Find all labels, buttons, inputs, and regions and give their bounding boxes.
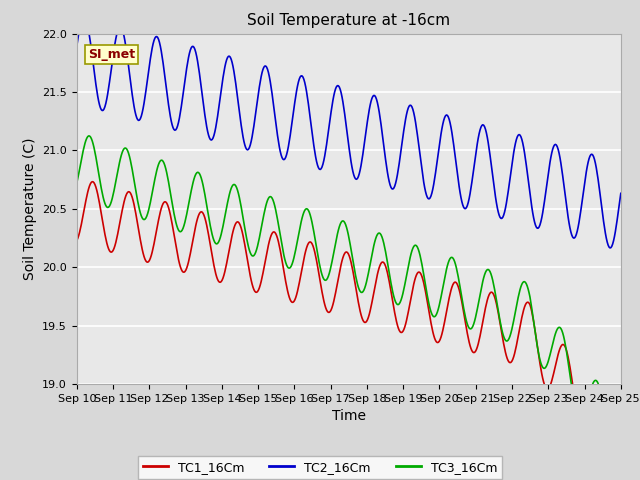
Title: Soil Temperature at -16cm: Soil Temperature at -16cm bbox=[247, 13, 451, 28]
Y-axis label: Soil Temperature (C): Soil Temperature (C) bbox=[22, 138, 36, 280]
Text: SI_met: SI_met bbox=[88, 48, 135, 61]
Legend: TC1_16Cm, TC2_16Cm, TC3_16Cm: TC1_16Cm, TC2_16Cm, TC3_16Cm bbox=[138, 456, 502, 479]
X-axis label: Time: Time bbox=[332, 409, 366, 423]
